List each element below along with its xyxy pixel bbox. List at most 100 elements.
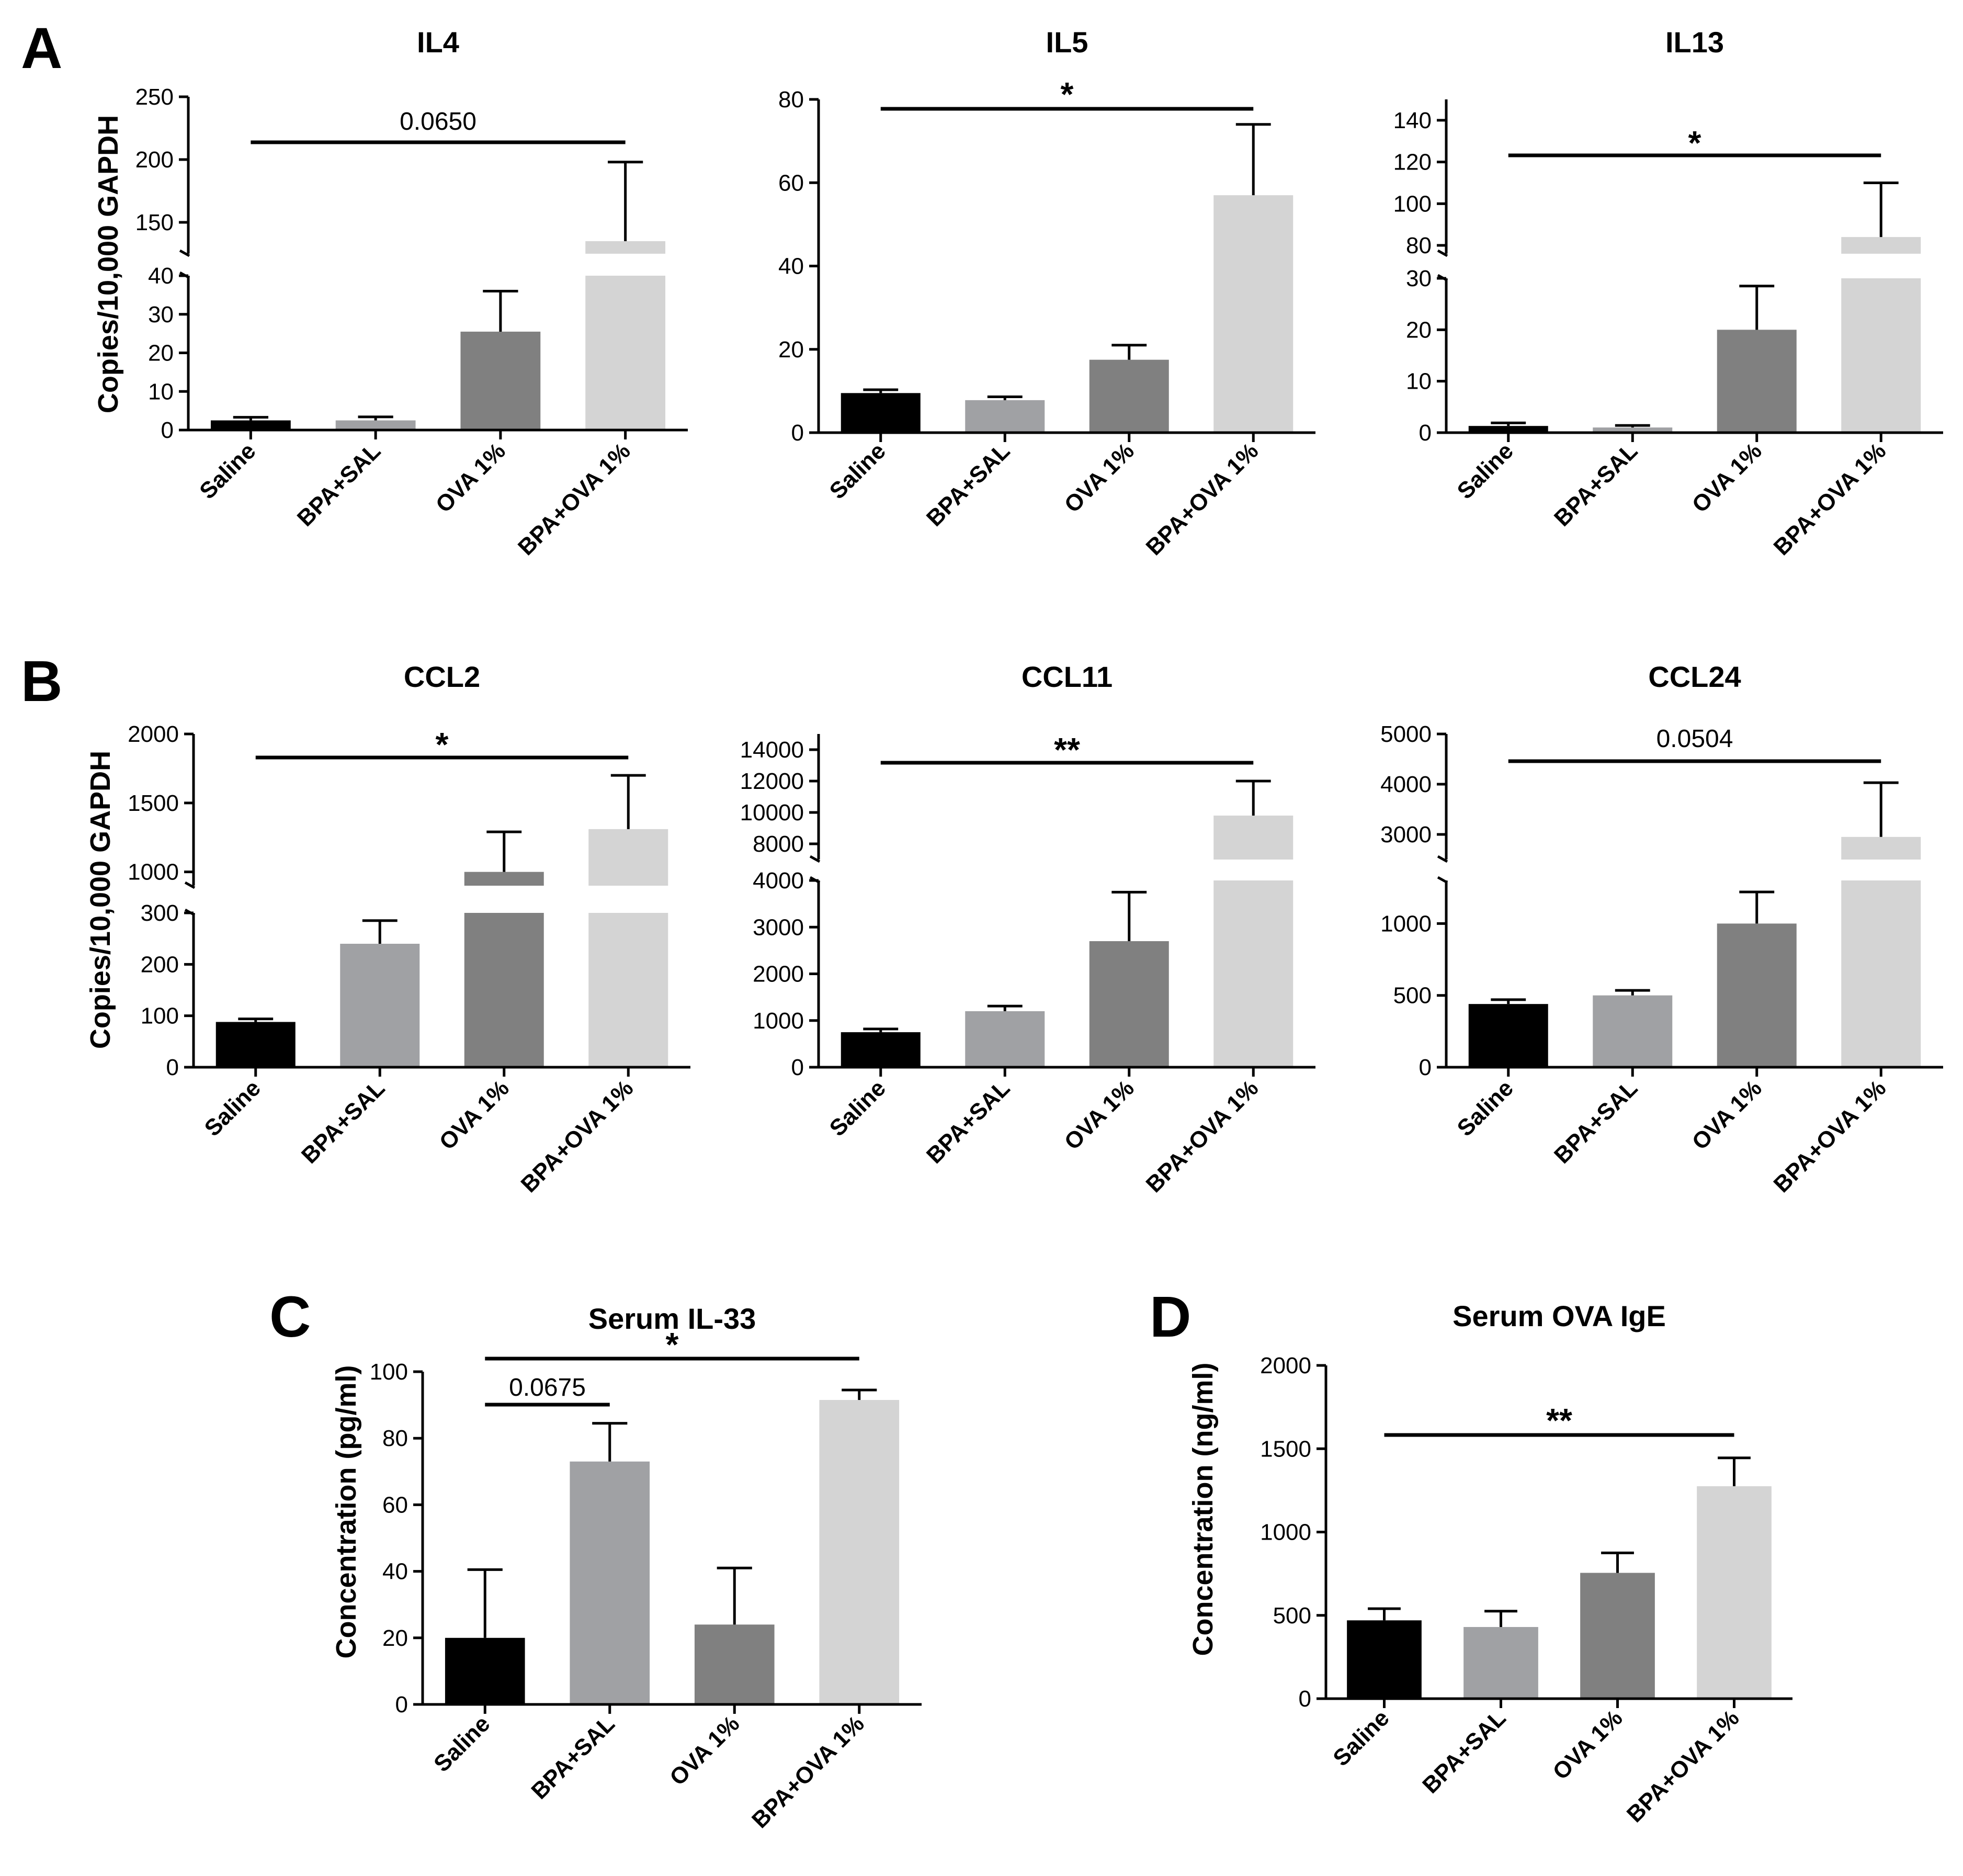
chart-ccl11: CCL11 0 1000 2000 3000 4000 8000 10000 12000 1400… (740, 660, 1315, 1197)
y-tick-label-il33-main-1: 20 (382, 1625, 408, 1651)
x-tick-label-il5-1: BPA+SAL (922, 438, 1015, 531)
y-tick-label-il13-lower-2: 20 (1406, 317, 1432, 343)
x-tick-label-ova_ige-1: BPA+SAL (1417, 1705, 1511, 1798)
x-tick-label-ova_ige-3: BPA+OVA 1% (1622, 1705, 1744, 1827)
y-tick-label-ccl2-upper-0: 1000 (128, 860, 179, 885)
x-tick-label-il33-2: OVA 1% (665, 1711, 744, 1790)
y-tick-label-il5-main-2: 40 (778, 254, 804, 279)
y-tick-label-ova_ige-main-3: 1500 (1260, 1436, 1311, 1462)
x-tick-label-ccl24-2: OVA 1% (1687, 1075, 1767, 1155)
y-tick-label-il13-upper-1: 100 (1393, 191, 1432, 217)
axis-break-mark-upper-il4 (179, 249, 190, 257)
bar-il13-0 (1468, 426, 1548, 433)
chart-title-il4: IL4 (417, 26, 459, 59)
y-tick-label-il13-lower-1: 10 (1406, 369, 1432, 394)
chart-title-il5: IL5 (1046, 26, 1088, 59)
y-tick-label-il33-main-0: 0 (395, 1692, 408, 1717)
axis-break-mark-upper-ccl2 (184, 881, 196, 889)
y-tick-label-il4-lower-1: 10 (148, 379, 174, 404)
bar-ccl24-1 (1593, 995, 1673, 1067)
significance-label-ova_ige-0: ** (1546, 1402, 1572, 1439)
panel-letter-a: A (21, 16, 62, 81)
y-tick-label-il4-lower-4: 40 (148, 263, 174, 289)
bar-ccl11-3-lower (1213, 880, 1293, 1067)
x-tick-label-il13-0: Saline (1453, 438, 1518, 504)
x-tick-label-ova_ige-0: Saline (1328, 1705, 1394, 1771)
significance-label-ccl11-0: ** (1054, 731, 1080, 769)
chart-ccl2: CCL2 Copies/10,000 GAPDH 0 100 200 300 1000 150… (85, 660, 690, 1197)
bar-ccl11-3-upper (1213, 816, 1293, 860)
bar-ccl2-0 (215, 1022, 296, 1067)
chart-il33: Serum IL-33 Concentration (pg/ml) 0 20 40 60 8… (331, 1302, 922, 1833)
y-axis-label-il33: Concentration (pg/ml) (331, 1365, 362, 1659)
y-tick-label-ccl11-lower-4: 4000 (753, 868, 804, 894)
bar-il4-0 (210, 420, 291, 430)
y-tick-label-il13-lower-3: 30 (1406, 266, 1432, 291)
y-tick-label-il13-upper-0: 80 (1406, 233, 1432, 258)
panel-letter-d: D (1150, 1285, 1191, 1349)
chart-title-ccl2: CCL2 (404, 660, 480, 693)
chart-title-il33: Serum IL-33 (588, 1302, 756, 1335)
significance-label-il33-1: * (666, 1326, 679, 1363)
bar-il5-3 (1213, 195, 1293, 433)
chart-ccl24: CCL24 0 500 1000 3000 4000 5000 Saline BPA+SAL OV… (1380, 660, 1943, 1197)
x-tick-label-ccl24-0: Saline (1453, 1075, 1518, 1141)
y-tick-label-il4-lower-0: 0 (161, 417, 174, 443)
bar-ova_ige-3 (1697, 1486, 1772, 1699)
x-tick-label-il5-0: Saline (825, 438, 891, 504)
y-tick-label-ccl11-upper-3: 14000 (740, 737, 804, 763)
bar-ova_ige-0 (1347, 1620, 1422, 1699)
significance-label-il4-0: 0.0650 (400, 108, 476, 135)
y-tick-label-il4-upper-2: 250 (135, 84, 174, 110)
y-tick-label-il4-lower-3: 30 (148, 302, 174, 327)
x-tick-label-il5-2: OVA 1% (1060, 438, 1139, 517)
axis-break-mark-lower-ccl24 (1437, 876, 1448, 884)
y-tick-label-ccl2-lower-0: 0 (166, 1055, 179, 1080)
x-tick-label-il5-3: BPA+OVA 1% (1141, 438, 1264, 560)
significance-label-il13-0: * (1688, 124, 1701, 162)
axis-break-mark-upper-ccl11 (809, 855, 821, 863)
y-tick-label-il13-upper-2: 120 (1393, 150, 1432, 175)
y-tick-label-il4-upper-0: 150 (135, 210, 174, 235)
y-tick-label-il4-lower-2: 20 (148, 341, 174, 366)
x-tick-label-il4-1: BPA+SAL (292, 438, 385, 531)
x-tick-label-ccl11-0: Saline (825, 1075, 891, 1141)
y-axis-label-ccl2: Copies/10,000 GAPDH (85, 751, 116, 1049)
chart-il5: IL5 0 20 40 60 80 Saline BPA+SAL OVA 1% BPA+OVA 1… (778, 26, 1315, 560)
bar-il5-1 (965, 400, 1045, 433)
y-tick-label-il33-main-2: 40 (382, 1559, 408, 1585)
y-tick-label-il5-main-4: 80 (778, 87, 804, 112)
bar-il33-1 (570, 1461, 650, 1704)
y-axis-label-il4: Copies/10,000 GAPDH (93, 115, 124, 413)
bar-ccl11-1 (965, 1011, 1045, 1067)
bar-il5-2 (1089, 359, 1169, 433)
y-tick-label-ccl24-lower-1: 500 (1393, 983, 1432, 1009)
y-tick-label-ccl2-lower-2: 200 (141, 952, 179, 977)
bar-il33-2 (694, 1624, 775, 1704)
axis-break-mark-upper-ccl24 (1437, 855, 1448, 863)
x-tick-label-il13-3: BPA+OVA 1% (1769, 438, 1891, 560)
y-tick-label-ccl11-upper-1: 10000 (740, 800, 804, 826)
y-tick-label-ccl2-lower-1: 100 (141, 1003, 179, 1029)
chart-il4: IL4 Copies/10,000 GAPDH 0 10 20 30 40 150 200 250… (93, 26, 688, 560)
y-tick-label-ccl24-lower-2: 1000 (1380, 911, 1432, 936)
chart-title-ova_ige: Serum OVA IgE (1453, 1299, 1666, 1332)
y-tick-label-ccl2-lower-3: 300 (141, 900, 179, 926)
bar-ccl2-3-upper (588, 829, 668, 886)
y-tick-label-il4-upper-1: 200 (135, 147, 174, 173)
y-tick-label-il5-main-3: 60 (778, 170, 804, 196)
y-tick-label-ccl11-lower-0: 0 (791, 1055, 804, 1080)
y-tick-label-il5-main-0: 0 (791, 420, 804, 446)
x-tick-label-ccl2-0: Saline (200, 1075, 266, 1141)
x-tick-label-il33-1: BPA+SAL (526, 1711, 619, 1804)
bar-ccl24-3-lower (1841, 880, 1921, 1067)
bar-il13-1 (1593, 427, 1673, 433)
chart-il13: IL13 0 10 20 30 80 100 120 140 Saline BPA+SAL OVA 1… (1393, 26, 1943, 560)
y-tick-label-ccl24-upper-2: 5000 (1380, 721, 1432, 747)
y-tick-label-ccl24-upper-1: 4000 (1380, 772, 1432, 797)
bar-ova_ige-2 (1580, 1573, 1655, 1699)
y-tick-label-ova_ige-main-0: 0 (1299, 1686, 1311, 1712)
chart-title-ccl11: CCL11 (1022, 660, 1113, 693)
x-tick-label-ccl11-1: BPA+SAL (922, 1075, 1015, 1168)
